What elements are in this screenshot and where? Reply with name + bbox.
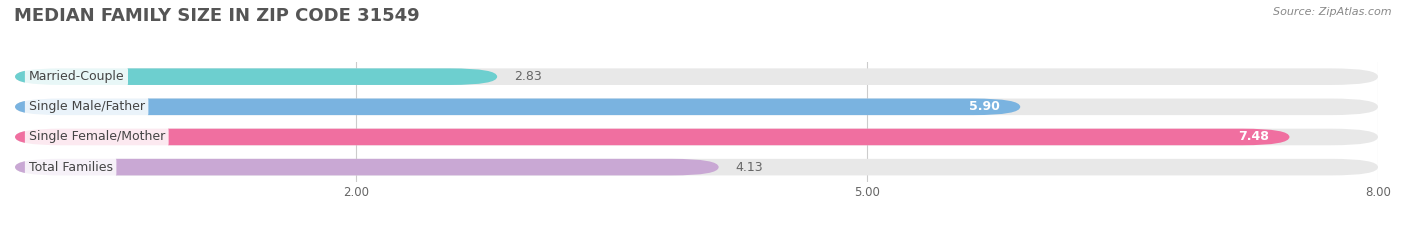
FancyBboxPatch shape	[15, 68, 498, 85]
Text: 5.90: 5.90	[969, 100, 1000, 113]
Text: MEDIAN FAMILY SIZE IN ZIP CODE 31549: MEDIAN FAMILY SIZE IN ZIP CODE 31549	[14, 7, 419, 25]
Text: 2.83: 2.83	[515, 70, 541, 83]
FancyBboxPatch shape	[15, 159, 1378, 175]
FancyBboxPatch shape	[15, 159, 718, 175]
Text: Single Female/Mother: Single Female/Mother	[28, 130, 165, 144]
FancyBboxPatch shape	[15, 129, 1289, 145]
FancyBboxPatch shape	[15, 129, 1378, 145]
Text: 7.48: 7.48	[1239, 130, 1270, 144]
Text: 4.13: 4.13	[735, 161, 763, 174]
Text: Single Male/Father: Single Male/Father	[28, 100, 145, 113]
FancyBboxPatch shape	[15, 99, 1021, 115]
Text: Married-Couple: Married-Couple	[28, 70, 124, 83]
FancyBboxPatch shape	[15, 68, 1378, 85]
FancyBboxPatch shape	[15, 99, 1378, 115]
Text: Total Families: Total Families	[28, 161, 112, 174]
Text: Source: ZipAtlas.com: Source: ZipAtlas.com	[1274, 7, 1392, 17]
